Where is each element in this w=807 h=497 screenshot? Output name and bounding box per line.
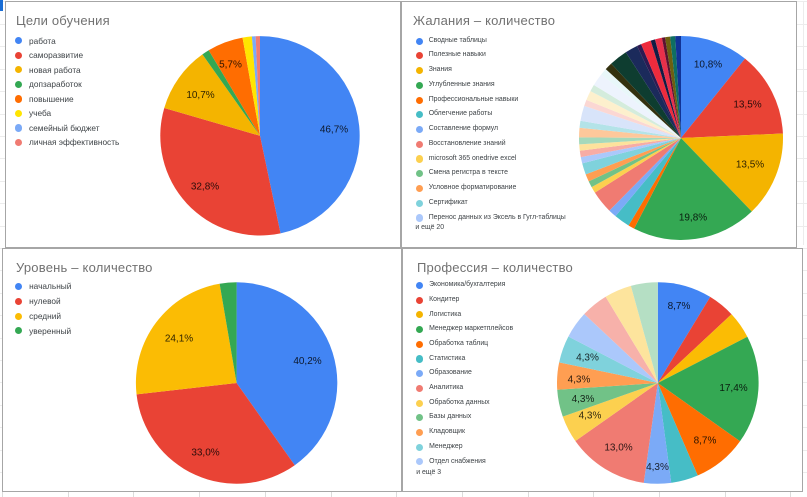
svg-text:32,8%: 32,8% <box>191 182 219 193</box>
svg-text:10,8%: 10,8% <box>694 60 722 71</box>
svg-text:8,7%: 8,7% <box>668 301 691 312</box>
svg-text:4,3%: 4,3% <box>576 353 599 364</box>
svg-text:33,0%: 33,0% <box>191 448 219 459</box>
svg-text:13,5%: 13,5% <box>736 160 764 171</box>
svg-text:4,3%: 4,3% <box>646 462 669 473</box>
svg-text:24,1%: 24,1% <box>165 334 193 345</box>
svg-text:19,8%: 19,8% <box>679 213 707 224</box>
svg-text:8,7%: 8,7% <box>694 436 717 447</box>
svg-text:5,7%: 5,7% <box>219 60 242 71</box>
svg-text:4,3%: 4,3% <box>568 375 591 386</box>
svg-text:46,7%: 46,7% <box>320 125 348 136</box>
svg-text:13,5%: 13,5% <box>733 100 761 111</box>
svg-text:4,3%: 4,3% <box>579 411 602 422</box>
svg-text:17,4%: 17,4% <box>719 383 747 394</box>
svg-text:10,7%: 10,7% <box>186 90 214 101</box>
svg-text:40,2%: 40,2% <box>293 356 321 367</box>
svg-text:13,0%: 13,0% <box>604 443 632 454</box>
svg-text:4,3%: 4,3% <box>572 394 595 405</box>
